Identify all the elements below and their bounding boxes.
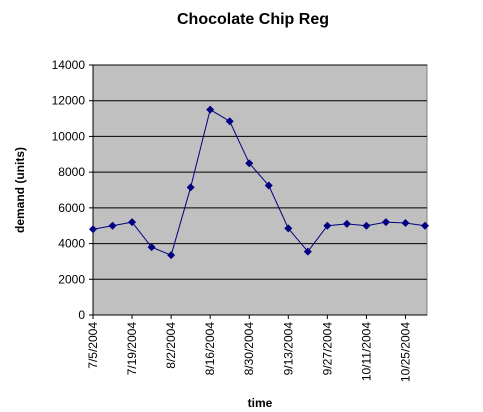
- data-point: [167, 251, 176, 260]
- data-point: [225, 117, 234, 126]
- data-point: [401, 219, 410, 228]
- x-tick-label: 8/30/2004: [242, 322, 256, 376]
- y-tick-label: 10000: [52, 129, 86, 143]
- data-point: [342, 219, 351, 228]
- x-tick-label: 8/16/2004: [203, 322, 217, 376]
- data-point: [284, 224, 293, 233]
- y-tick-label: 12000: [52, 94, 86, 108]
- y-axis-title: demand (units): [13, 147, 27, 233]
- x-tick-label: 10/11/2004: [359, 322, 373, 381]
- data-point: [421, 221, 429, 230]
- data-point: [89, 225, 97, 234]
- data-point: [186, 183, 195, 192]
- data-point: [108, 221, 117, 230]
- data-point: [362, 221, 371, 230]
- y-tick-label: 6000: [58, 201, 85, 215]
- data-point: [303, 247, 312, 256]
- data-point: [147, 243, 156, 252]
- chart-title: Chocolate Chip Reg: [177, 11, 329, 28]
- x-tick-label: 9/13/2004: [281, 322, 295, 376]
- y-tick-label: 2000: [58, 272, 85, 286]
- y-tick-label: 0: [78, 308, 85, 322]
- x-tick-label: 9/27/2004: [320, 322, 334, 376]
- x-tick-label: 10/25/2004: [398, 322, 412, 382]
- y-tick-label: 4000: [58, 237, 85, 251]
- x-axis-title: time: [248, 396, 273, 410]
- data-point: [206, 105, 215, 114]
- plot-area: [92, 64, 428, 316]
- data-point: [381, 218, 390, 227]
- y-tick-label: 14000: [52, 58, 86, 72]
- x-tick-label: 7/19/2004: [125, 322, 139, 376]
- data-point: [323, 221, 332, 230]
- data-point: [245, 159, 254, 168]
- x-tick-label: 7/5/2004: [86, 322, 100, 369]
- y-tick-label: 8000: [58, 165, 85, 179]
- data-point: [128, 218, 137, 227]
- data-point: [264, 181, 273, 190]
- x-tick-label: 8/2/2004: [164, 322, 178, 369]
